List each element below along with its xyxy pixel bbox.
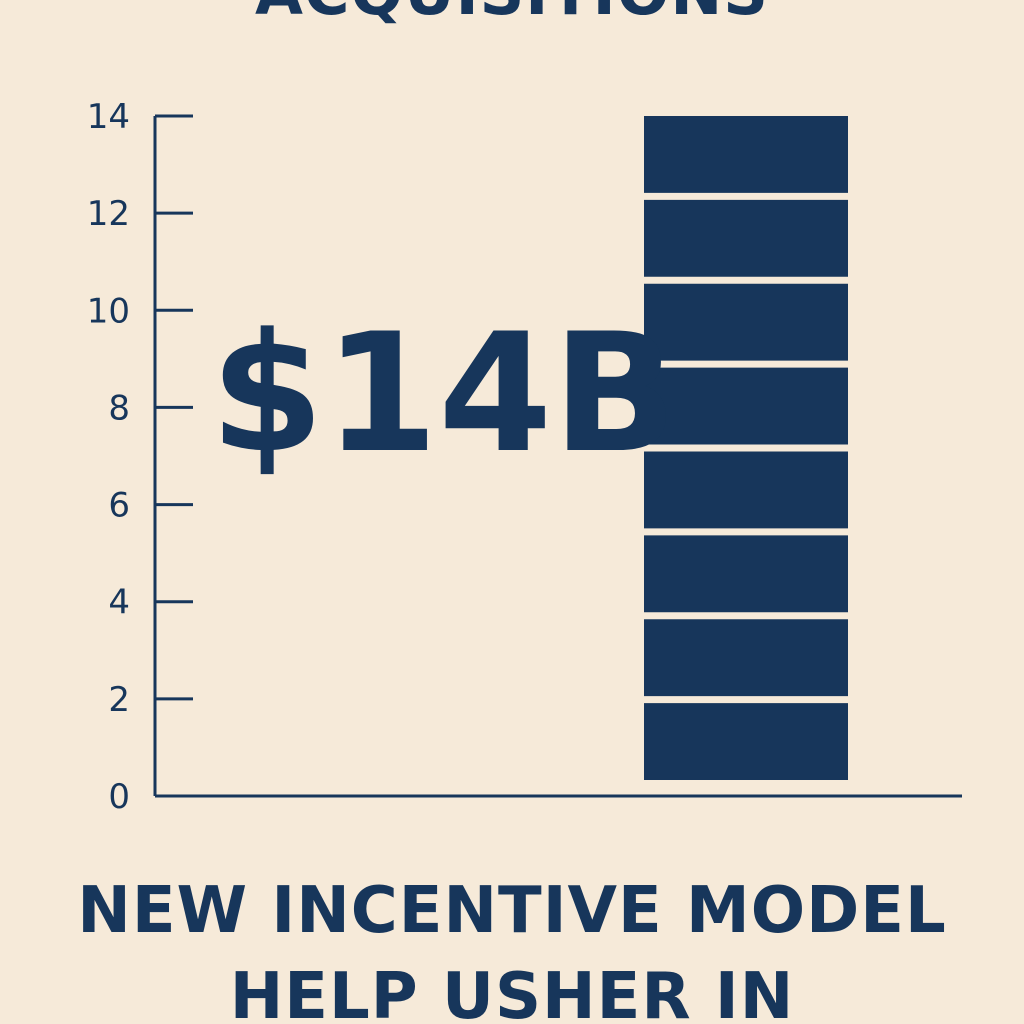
bar-segment <box>644 535 848 613</box>
bars-layer <box>644 116 848 780</box>
bar-segment <box>644 283 848 361</box>
bar-segment <box>644 451 848 529</box>
value-annotation: $14B <box>210 298 677 489</box>
y-tick-label: 0 <box>108 777 130 817</box>
y-tick-label: 2 <box>108 680 130 720</box>
y-tick-label: 8 <box>108 388 130 428</box>
y-tick-label: 14 <box>87 97 130 137</box>
y-tick-label: 10 <box>87 291 130 331</box>
bar-segment <box>644 199 848 277</box>
y-tick-label: 12 <box>87 194 130 234</box>
bar-segment <box>644 367 848 445</box>
bar-segment <box>644 703 848 780</box>
headline-line-2: HELP USHER IN <box>229 960 795 1024</box>
y-tick-label: 6 <box>108 486 130 526</box>
tick-layer: 0 2 4 6 8 10 12 14 <box>87 97 193 817</box>
y-tick-label: 4 <box>108 583 130 623</box>
headline-line-1: NEW INCENTIVE MODEL <box>77 874 947 948</box>
chart-title: ACQUISITIONS <box>0 0 1024 28</box>
bar-segment <box>644 116 848 193</box>
axes-layer <box>153 116 962 798</box>
bar-segment <box>644 619 848 697</box>
